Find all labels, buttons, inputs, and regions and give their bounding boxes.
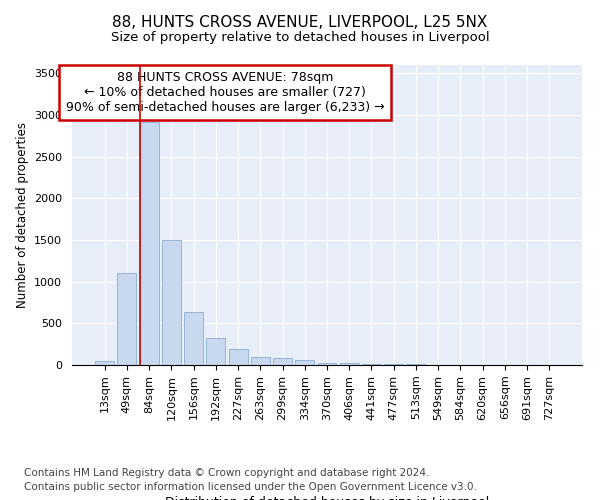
Bar — [273, 358, 292, 365]
Text: Contains HM Land Registry data © Crown copyright and database right 2024.: Contains HM Land Registry data © Crown c… — [24, 468, 430, 477]
Bar — [206, 338, 225, 365]
Bar — [95, 361, 114, 365]
Bar — [118, 274, 136, 365]
Bar — [340, 363, 359, 365]
Bar — [406, 364, 425, 365]
Bar — [229, 349, 248, 365]
Bar — [362, 364, 381, 365]
Text: 88 HUNTS CROSS AVENUE: 78sqm
← 10% of detached houses are smaller (727)
90% of s: 88 HUNTS CROSS AVENUE: 78sqm ← 10% of de… — [65, 71, 385, 114]
Bar — [317, 362, 337, 365]
Bar — [251, 356, 270, 365]
Text: Size of property relative to detached houses in Liverpool: Size of property relative to detached ho… — [110, 31, 490, 44]
Bar — [384, 364, 403, 365]
Bar — [184, 312, 203, 365]
Text: Contains public sector information licensed under the Open Government Licence v3: Contains public sector information licen… — [24, 482, 477, 492]
X-axis label: Distribution of detached houses by size in Liverpool: Distribution of detached houses by size … — [165, 496, 489, 500]
Bar — [295, 360, 314, 365]
Text: 88, HUNTS CROSS AVENUE, LIVERPOOL, L25 5NX: 88, HUNTS CROSS AVENUE, LIVERPOOL, L25 5… — [112, 15, 488, 30]
Y-axis label: Number of detached properties: Number of detached properties — [16, 122, 29, 308]
Bar — [162, 240, 181, 365]
Bar — [140, 122, 158, 365]
